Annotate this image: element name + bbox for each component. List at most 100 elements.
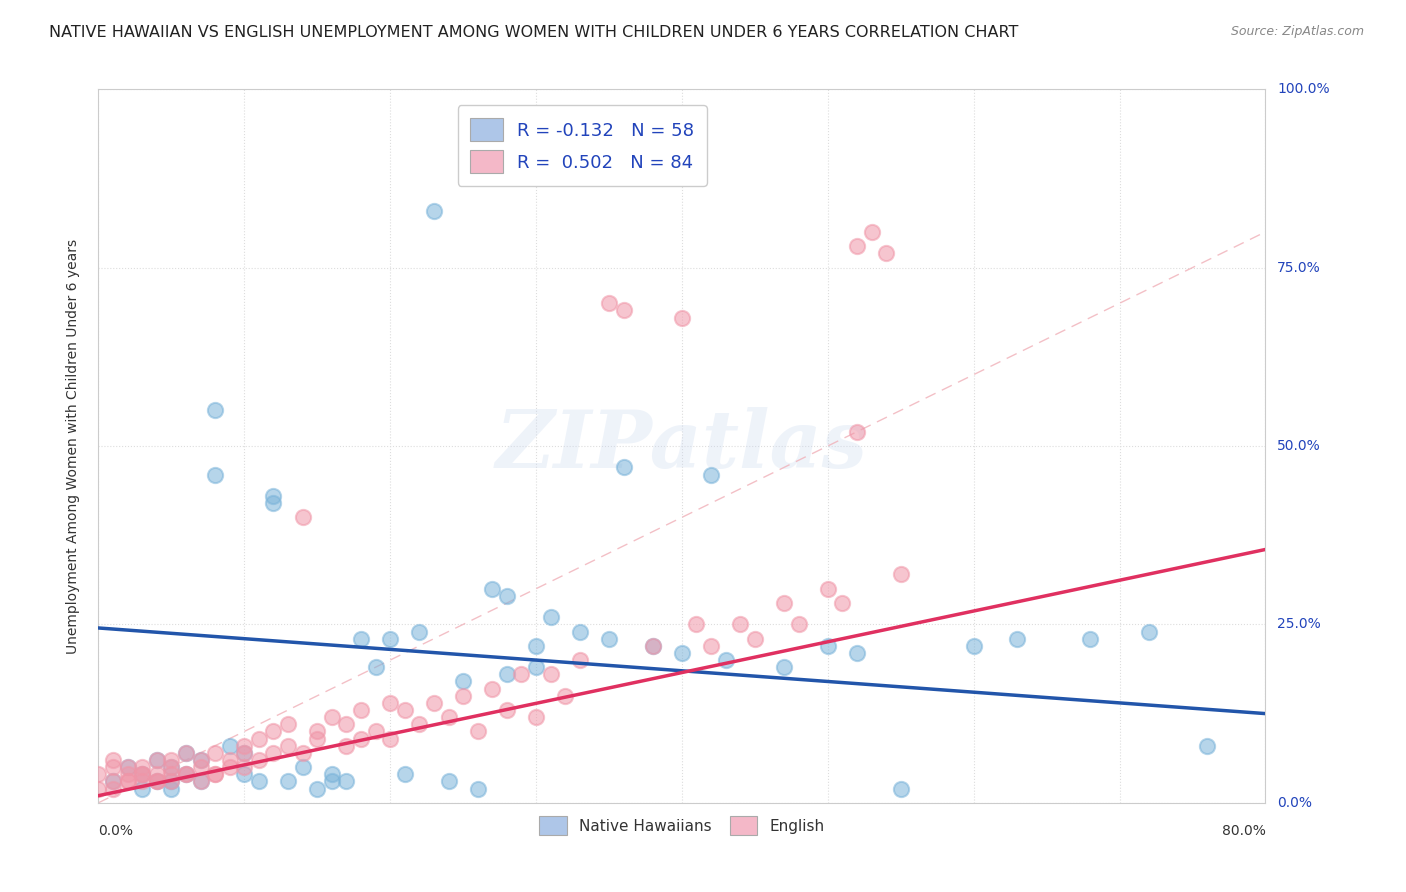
Point <box>131 774 153 789</box>
Point <box>174 746 197 760</box>
Point <box>496 667 519 681</box>
Point <box>846 425 869 439</box>
Text: Source: ZipAtlas.com: Source: ZipAtlas.com <box>1230 25 1364 38</box>
Point <box>247 731 270 746</box>
Point <box>101 753 124 767</box>
Point <box>641 639 664 653</box>
Point <box>467 781 489 796</box>
Point <box>277 739 299 753</box>
Point <box>117 760 139 774</box>
Point <box>87 767 110 781</box>
Point <box>131 767 153 781</box>
Point <box>233 746 256 760</box>
Point <box>860 225 883 239</box>
Text: 50.0%: 50.0% <box>1277 439 1320 453</box>
Point <box>700 639 723 653</box>
Text: 0.0%: 0.0% <box>98 824 134 838</box>
Point <box>146 767 169 781</box>
Point <box>875 246 897 260</box>
Point <box>568 624 591 639</box>
Point <box>612 460 634 475</box>
Point <box>380 696 402 710</box>
Point <box>117 760 139 774</box>
Point <box>146 753 169 767</box>
Point <box>890 781 912 796</box>
Point <box>598 632 620 646</box>
Point <box>307 731 329 746</box>
Point <box>831 596 853 610</box>
Point <box>451 689 474 703</box>
Point <box>160 774 183 789</box>
Point <box>204 403 226 417</box>
Point <box>730 617 752 632</box>
Point <box>846 646 869 660</box>
Point <box>262 489 284 503</box>
Point <box>190 753 212 767</box>
Point <box>204 767 226 781</box>
Point <box>262 496 284 510</box>
Point <box>335 774 357 789</box>
Point <box>408 624 430 639</box>
Point <box>350 731 373 746</box>
Point <box>962 639 984 653</box>
Point <box>262 724 284 739</box>
Point <box>174 767 197 781</box>
Point <box>101 774 124 789</box>
Point <box>496 703 519 717</box>
Point <box>160 774 183 789</box>
Point <box>496 589 519 603</box>
Point <box>335 717 357 731</box>
Point <box>612 303 634 318</box>
Point <box>890 567 912 582</box>
Point <box>160 760 183 774</box>
Point <box>817 582 839 596</box>
Point <box>671 310 693 325</box>
Point <box>568 653 591 667</box>
Text: ZIPatlas: ZIPatlas <box>496 408 868 484</box>
Point <box>380 731 402 746</box>
Point <box>146 774 169 789</box>
Point <box>423 203 446 218</box>
Point <box>101 781 124 796</box>
Point <box>451 674 474 689</box>
Point <box>131 767 153 781</box>
Point <box>524 639 547 653</box>
Point <box>233 767 256 781</box>
Point <box>423 696 446 710</box>
Point <box>204 746 226 760</box>
Point <box>218 739 240 753</box>
Point <box>307 781 329 796</box>
Point <box>1137 624 1160 639</box>
Point <box>540 610 562 624</box>
Point <box>321 710 343 724</box>
Point <box>247 774 270 789</box>
Text: 0.0%: 0.0% <box>1277 796 1312 810</box>
Point <box>685 617 707 632</box>
Point <box>117 774 139 789</box>
Text: NATIVE HAWAIIAN VS ENGLISH UNEMPLOYMENT AMONG WOMEN WITH CHILDREN UNDER 6 YEARS : NATIVE HAWAIIAN VS ENGLISH UNEMPLOYMENT … <box>49 25 1018 40</box>
Point <box>598 296 620 310</box>
Point <box>481 582 503 596</box>
Point <box>146 774 169 789</box>
Point <box>1007 632 1029 646</box>
Point <box>714 653 737 667</box>
Point <box>554 689 576 703</box>
Point <box>524 660 547 674</box>
Point <box>787 617 810 632</box>
Point <box>364 660 387 674</box>
Point <box>131 760 153 774</box>
Point <box>190 760 212 774</box>
Point <box>364 724 387 739</box>
Point <box>350 703 373 717</box>
Point <box>204 767 226 781</box>
Point <box>174 767 197 781</box>
Point <box>160 767 183 781</box>
Point <box>350 632 373 646</box>
Text: 100.0%: 100.0% <box>1277 82 1330 96</box>
Point <box>437 710 460 724</box>
Point <box>204 467 226 482</box>
Point <box>467 724 489 739</box>
Point <box>408 717 430 731</box>
Point <box>394 703 416 717</box>
Point <box>641 639 664 653</box>
